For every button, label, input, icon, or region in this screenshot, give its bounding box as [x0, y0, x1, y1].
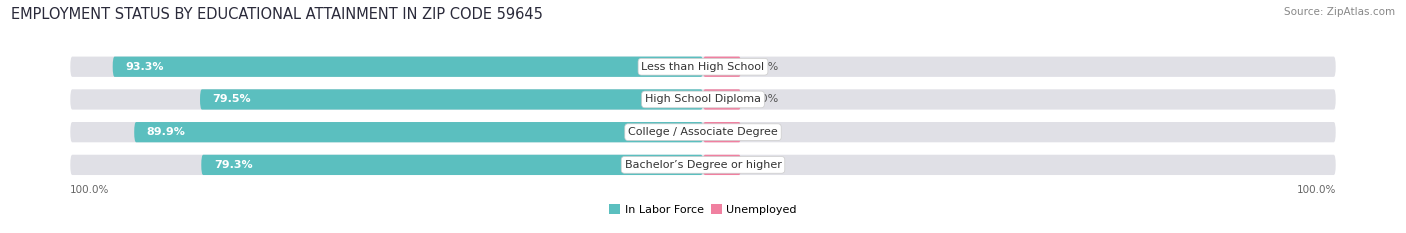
Text: 0.0%: 0.0%	[751, 94, 779, 104]
FancyBboxPatch shape	[134, 122, 703, 142]
Text: 79.5%: 79.5%	[212, 94, 252, 104]
FancyBboxPatch shape	[70, 122, 1336, 142]
Text: 89.9%: 89.9%	[146, 127, 186, 137]
Text: EMPLOYMENT STATUS BY EDUCATIONAL ATTAINMENT IN ZIP CODE 59645: EMPLOYMENT STATUS BY EDUCATIONAL ATTAINM…	[11, 7, 543, 22]
Legend: In Labor Force, Unemployed: In Labor Force, Unemployed	[605, 200, 801, 219]
Text: Bachelor’s Degree or higher: Bachelor’s Degree or higher	[624, 160, 782, 170]
Text: 0.0%: 0.0%	[751, 160, 779, 170]
Text: 93.3%: 93.3%	[125, 62, 165, 72]
Text: 79.3%: 79.3%	[214, 160, 253, 170]
FancyBboxPatch shape	[112, 57, 703, 77]
FancyBboxPatch shape	[201, 155, 703, 175]
Text: 100.0%: 100.0%	[70, 185, 110, 195]
Text: College / Associate Degree: College / Associate Degree	[628, 127, 778, 137]
FancyBboxPatch shape	[703, 155, 741, 175]
FancyBboxPatch shape	[70, 57, 1336, 77]
Text: 0.0%: 0.0%	[751, 127, 779, 137]
Text: Less than High School: Less than High School	[641, 62, 765, 72]
Text: 100.0%: 100.0%	[1296, 185, 1336, 195]
FancyBboxPatch shape	[70, 89, 1336, 110]
FancyBboxPatch shape	[200, 89, 703, 110]
FancyBboxPatch shape	[703, 57, 741, 77]
Text: High School Diploma: High School Diploma	[645, 94, 761, 104]
Text: 0.0%: 0.0%	[751, 62, 779, 72]
Text: Source: ZipAtlas.com: Source: ZipAtlas.com	[1284, 7, 1395, 17]
FancyBboxPatch shape	[70, 155, 1336, 175]
FancyBboxPatch shape	[703, 122, 741, 142]
FancyBboxPatch shape	[703, 89, 741, 110]
